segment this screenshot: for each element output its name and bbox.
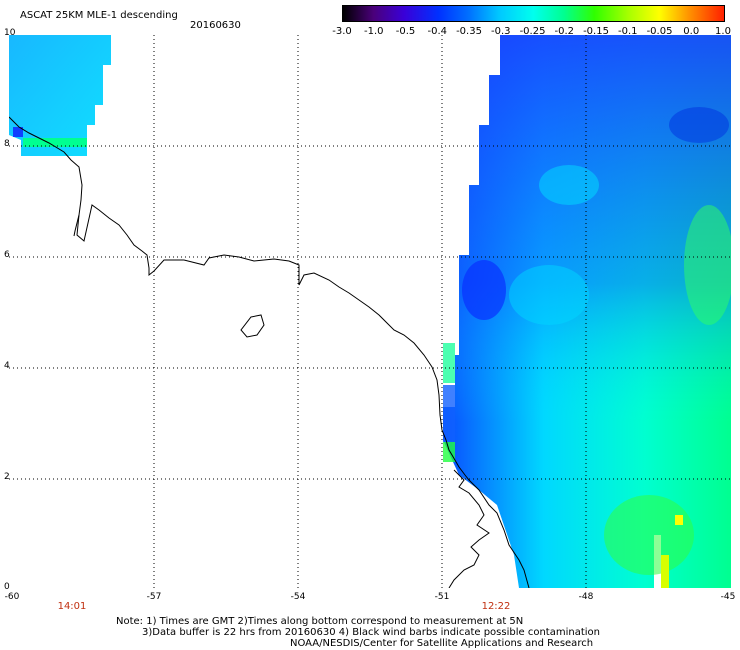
- colorbar-label: -0.25: [519, 26, 546, 37]
- colorbar-label: -0.15: [583, 26, 609, 37]
- lon-label-45w: -45: [720, 592, 736, 602]
- note-line-2: 3)Data buffer is 22 hrs from 20160630 4)…: [142, 627, 600, 638]
- lat-label-6: 6: [4, 250, 10, 260]
- lon-label-48w: -48: [578, 592, 594, 602]
- colorbar-label: 0.0: [683, 26, 700, 37]
- lat-label-0: 0: [4, 582, 10, 592]
- map-date: 20160630: [190, 20, 241, 31]
- note-line-1: Note: 1) Times are GMT 2)Times along bot…: [116, 616, 524, 627]
- colorbar: [342, 5, 725, 22]
- lon-label-54w: -54: [290, 592, 306, 602]
- colorbar-label: -3.0: [332, 26, 352, 37]
- colorbar-label: -0.5: [395, 26, 416, 37]
- colorbar-label: -0.1: [617, 26, 638, 37]
- lat-label-4: 4: [4, 361, 10, 371]
- colorbar-label: -0.05: [646, 26, 673, 37]
- lat-label-10: 10: [4, 28, 16, 38]
- colorbar-label: -1.0: [363, 26, 384, 37]
- lon-label-51w: -51: [434, 592, 450, 602]
- wind-map: [9, 35, 731, 588]
- lat-lon-grid: [9, 35, 731, 588]
- swath-northwest: [9, 35, 111, 156]
- colorbar-label: -0.35: [456, 26, 482, 37]
- colorbar-label: -0.3: [490, 26, 511, 37]
- lon-label-60w: -60: [4, 592, 20, 602]
- lon-label-57w: -57: [146, 592, 162, 602]
- note-line-3: NOAA/NESDIS/Center for Satellite Applica…: [290, 638, 594, 649]
- map-title: ASCAT 25KM MLE-1 descending: [20, 10, 178, 21]
- colorbar-label: 1.0: [715, 26, 731, 37]
- coastline: [9, 116, 530, 588]
- colorbar-label: -0.4: [427, 26, 448, 37]
- time-label-first: 14:01: [57, 601, 87, 612]
- lat-label-2: 2: [4, 472, 10, 482]
- time-label-second: 12:22: [481, 601, 511, 612]
- colorbar-label: -0.2: [554, 26, 575, 37]
- lat-label-8: 8: [4, 139, 10, 149]
